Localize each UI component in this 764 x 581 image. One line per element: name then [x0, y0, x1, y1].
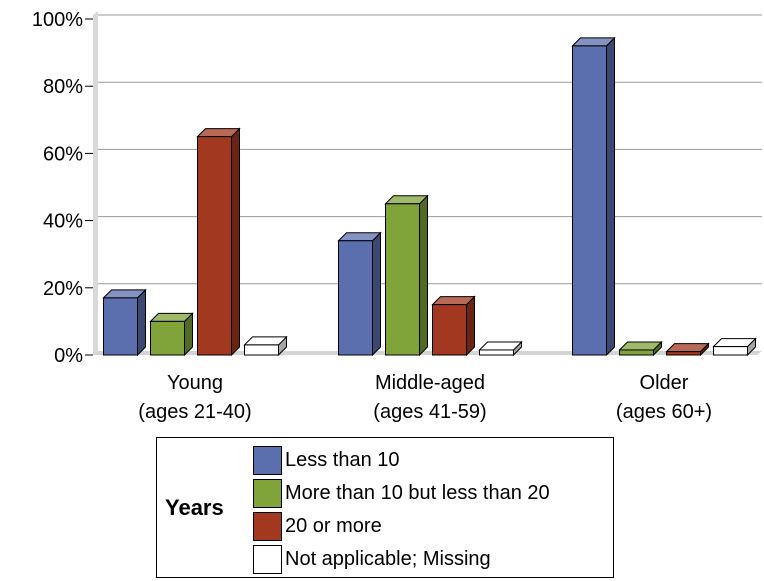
legend-swatch — [253, 511, 282, 541]
y-tick-label: 20% — [43, 278, 83, 300]
legend-swatch — [253, 445, 282, 475]
bar-side — [419, 194, 428, 357]
bar — [149, 312, 194, 357]
legend: Years Less than 10 More than 10 but less … — [156, 437, 614, 578]
bar-side — [137, 288, 146, 357]
bar-front — [385, 203, 420, 356]
bar — [196, 127, 241, 357]
legend-item: More than 10 but less than 20 — [253, 478, 550, 508]
bar-top — [431, 296, 476, 306]
x-tick-label: Middle-aged — [375, 372, 485, 394]
x-tick-label: (ages 21-40) — [138, 401, 251, 423]
bar-top — [102, 289, 147, 299]
x-axis-floor — [93, 351, 762, 355]
legend-label: Less than 10 — [285, 448, 400, 471]
bar-chart: 0% 20% 40% 60% 80% 100% Young (ages 21-40) Middl… — [32, 9, 762, 423]
bar — [478, 340, 523, 357]
bar-top — [196, 128, 241, 138]
bar-side — [372, 231, 381, 357]
bar — [618, 340, 663, 357]
bar — [431, 295, 476, 357]
y-tick-label: 0% — [54, 345, 83, 367]
y-axis-wall — [93, 11, 98, 355]
bar-side — [231, 127, 240, 357]
x-tick-label: Young — [167, 372, 223, 394]
bar-top — [712, 338, 757, 348]
bar-front — [338, 240, 373, 356]
bar — [102, 288, 147, 357]
bar-front — [572, 45, 607, 356]
y-tick-label: 100% — [32, 9, 83, 31]
bar-top — [618, 341, 663, 351]
y-tick-label: 80% — [43, 76, 83, 98]
bar-top — [478, 341, 523, 351]
bar-front — [150, 320, 185, 356]
legend-label: More than 10 but less than 20 — [285, 481, 550, 504]
bar-front — [619, 349, 654, 356]
bar — [337, 231, 382, 357]
bar-top — [337, 232, 382, 242]
legend-label: Not applicable; Missing — [285, 547, 491, 570]
legend-label: 20 or more — [285, 514, 382, 537]
bar-side — [466, 295, 475, 357]
bars — [102, 36, 757, 357]
bar — [712, 337, 757, 357]
bar — [571, 36, 616, 357]
y-tick-label: 60% — [43, 143, 83, 165]
legend-swatch — [253, 478, 282, 508]
bar-side — [606, 36, 615, 357]
bar-top — [665, 343, 710, 353]
bar-front — [479, 349, 514, 356]
bar — [665, 342, 710, 357]
legend-item: 20 or more — [253, 511, 382, 541]
legend-item: Not applicable; Missing — [253, 544, 491, 574]
x-tick-label: Older — [640, 372, 689, 394]
bar-front — [197, 136, 232, 356]
legend-item: Less than 10 — [253, 445, 400, 475]
bar-top — [384, 195, 429, 205]
legend-swatch — [253, 544, 282, 574]
bar-front — [713, 346, 748, 356]
legend-title: Years — [165, 495, 224, 520]
bar-front — [244, 344, 279, 356]
bar-front — [432, 304, 467, 356]
bar-front — [666, 351, 701, 356]
bar — [243, 335, 288, 357]
bar-top — [149, 312, 194, 322]
bar — [384, 194, 429, 357]
x-tick-label: (ages 60+) — [616, 401, 712, 423]
y-tick-label: 40% — [43, 211, 83, 233]
bar-front — [103, 297, 138, 356]
x-tick-label: (ages 41-59) — [373, 401, 486, 423]
axis-labels: 0% 20% 40% 60% 80% 100% Young (ages 21-40) Middl… — [32, 9, 712, 423]
bar-top — [243, 336, 288, 346]
bar-top — [571, 37, 616, 47]
